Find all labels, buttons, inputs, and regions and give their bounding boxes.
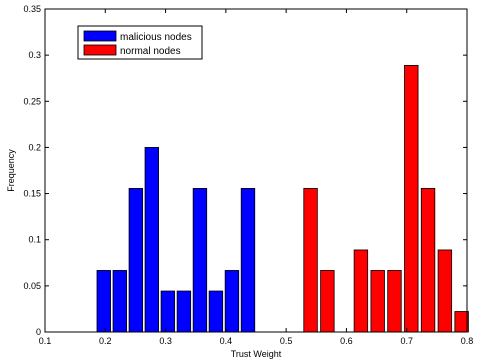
x-tick-label: 0.7 [400, 336, 413, 346]
y-tick-label: 0.05 [23, 281, 41, 291]
bar-malicious-6 [192, 187, 208, 333]
axes-group: 0.1 0.2 0.3 0.4 0.5 0.6 0.7 0.8 0 0.05 0.1 0.15 0.2 0… [23, 4, 473, 346]
bar-malicious-7 [208, 290, 224, 333]
bar-normal-4 [370, 270, 385, 333]
bar-malicious-3 [144, 147, 159, 333]
legend-label-malicious: malicious nodes [120, 32, 192, 43]
x-tick-label: 0.1 [39, 336, 52, 346]
x-tick-label: 0.3 [159, 336, 172, 346]
x-tick-label: 0.2 [99, 336, 112, 346]
bars-group [96, 64, 469, 333]
y-tick-label: 0 [36, 327, 41, 337]
bar-malicious-0 [96, 270, 111, 333]
y-tick-label: 0.25 [23, 96, 41, 106]
bar-malicious-2 [128, 187, 144, 333]
bar-malicious-4 [160, 290, 176, 333]
bar-normal-7 [420, 187, 436, 333]
bar-malicious-1 [112, 270, 127, 333]
bar-normal-9 [454, 311, 469, 333]
plot-frame [44, 8, 468, 333]
bar-normal-5 [387, 270, 402, 333]
bar-normal-0 [303, 187, 318, 333]
legend-label-normal: normal nodes [120, 46, 181, 57]
y-tick-label: 0.3 [28, 50, 41, 60]
y-tick-label: 0.15 [23, 189, 41, 199]
legend-swatch-normal [83, 44, 117, 56]
x-tick-label: 0.4 [220, 336, 233, 346]
bar-malicious-5 [176, 290, 192, 333]
x-tick-label: 0.6 [340, 336, 353, 346]
y-axis-label: Frequency [6, 149, 16, 192]
x-axis-label: Trust Weight [231, 349, 282, 359]
legend: malicious nodes normal nodes [77, 25, 203, 60]
y-tick-label: 0.35 [23, 4, 41, 14]
bar-normal-1 [320, 270, 335, 333]
bar-normal-8 [437, 249, 453, 333]
x-tick-label: 0.8 [461, 336, 474, 346]
y-tick-label: 0.1 [28, 235, 41, 245]
bar-normal-3 [353, 249, 369, 333]
legend-swatch-malicious [83, 30, 117, 42]
bar-normal-6 [404, 64, 419, 333]
bar-malicious-8 [224, 270, 240, 333]
y-tick-label: 0.2 [28, 142, 41, 152]
x-tick-label: 0.5 [280, 336, 293, 346]
bar-malicious-9 [240, 187, 256, 333]
